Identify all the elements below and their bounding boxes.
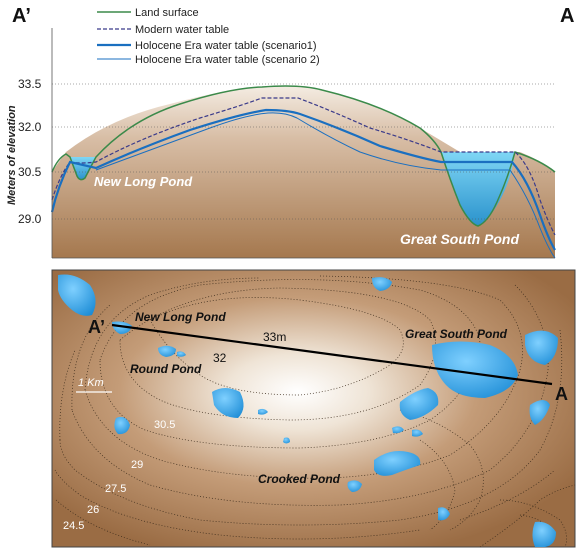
contour-label: 24.5 xyxy=(63,520,84,532)
contour-label: 26 xyxy=(87,504,99,516)
pond-blob xyxy=(372,277,392,291)
pond-label-great-south: Great South Pond xyxy=(400,231,519,247)
map-pond-label: New Long Pond xyxy=(135,310,226,324)
section-right-marker: A xyxy=(560,5,574,27)
y-tick-label: 33.5 xyxy=(18,77,42,91)
map: A’ A 1 Km New Long Pond Round Pond Great… xyxy=(51,269,576,548)
map-pond-label: Great South Pond xyxy=(405,327,508,341)
modern-water-table-line xyxy=(51,97,556,236)
pond-blob xyxy=(258,408,268,415)
contour-lines xyxy=(54,275,576,548)
pond-blob xyxy=(114,416,130,435)
pond-blob xyxy=(58,274,96,316)
holocene-scenario2-line xyxy=(95,112,556,259)
scale-label: 1 Km xyxy=(78,377,104,389)
contour-label: 27.5 xyxy=(105,483,126,495)
pond-blob xyxy=(525,330,558,365)
holocene-scenario1-line xyxy=(50,108,556,251)
legend-label: Holocene Era water table (scenario1) xyxy=(135,40,317,52)
pond-blob xyxy=(532,521,556,547)
contour-label: 33m xyxy=(263,330,286,344)
y-tick-label: 32.0 xyxy=(18,120,42,134)
legend-label: Land surface xyxy=(135,7,199,19)
round-pond-map xyxy=(158,345,176,357)
map-background xyxy=(51,269,576,548)
legend-label: Modern water table xyxy=(135,24,229,36)
section-left-marker: A’ xyxy=(12,5,31,27)
pond-blob xyxy=(283,437,290,444)
map-section-end: A xyxy=(555,384,568,404)
map-section-start: A’ xyxy=(88,317,105,337)
legend-label: Holocene Era water table (scenario 2) xyxy=(135,54,320,66)
map-ponds xyxy=(58,274,558,547)
pond-blob xyxy=(177,351,186,357)
pond-label-new-long: New Long Pond xyxy=(94,174,193,189)
crooked-pond-map xyxy=(347,480,362,492)
great-south-pond-map xyxy=(432,341,518,398)
land-body xyxy=(52,86,555,258)
land-surface-line xyxy=(51,85,556,227)
pond-blob xyxy=(529,400,550,425)
map-pond-label: Crooked Pond xyxy=(258,472,341,486)
y-axis-label: Meters of elevation xyxy=(6,105,18,205)
y-tick-label: 30.5 xyxy=(18,165,42,179)
pond-blob xyxy=(374,451,421,476)
pond-blob xyxy=(438,507,450,521)
pond-blob xyxy=(212,388,244,418)
pond-blob xyxy=(412,429,423,437)
cross-section: Meters of elevation 33.5 32.0 30.5 29.0 … xyxy=(6,5,574,259)
contour-label: 32 xyxy=(213,351,227,365)
pond-blob xyxy=(399,388,439,420)
contour-label: 29 xyxy=(131,459,143,471)
section-line xyxy=(111,323,553,386)
legend: Land surface Modern water table Holocene… xyxy=(97,7,320,66)
contour-label: 30.5 xyxy=(154,419,175,431)
map-pond-label: Round Pond xyxy=(130,362,202,376)
pond-blob xyxy=(392,426,404,434)
y-tick-label: 29.0 xyxy=(18,212,42,226)
